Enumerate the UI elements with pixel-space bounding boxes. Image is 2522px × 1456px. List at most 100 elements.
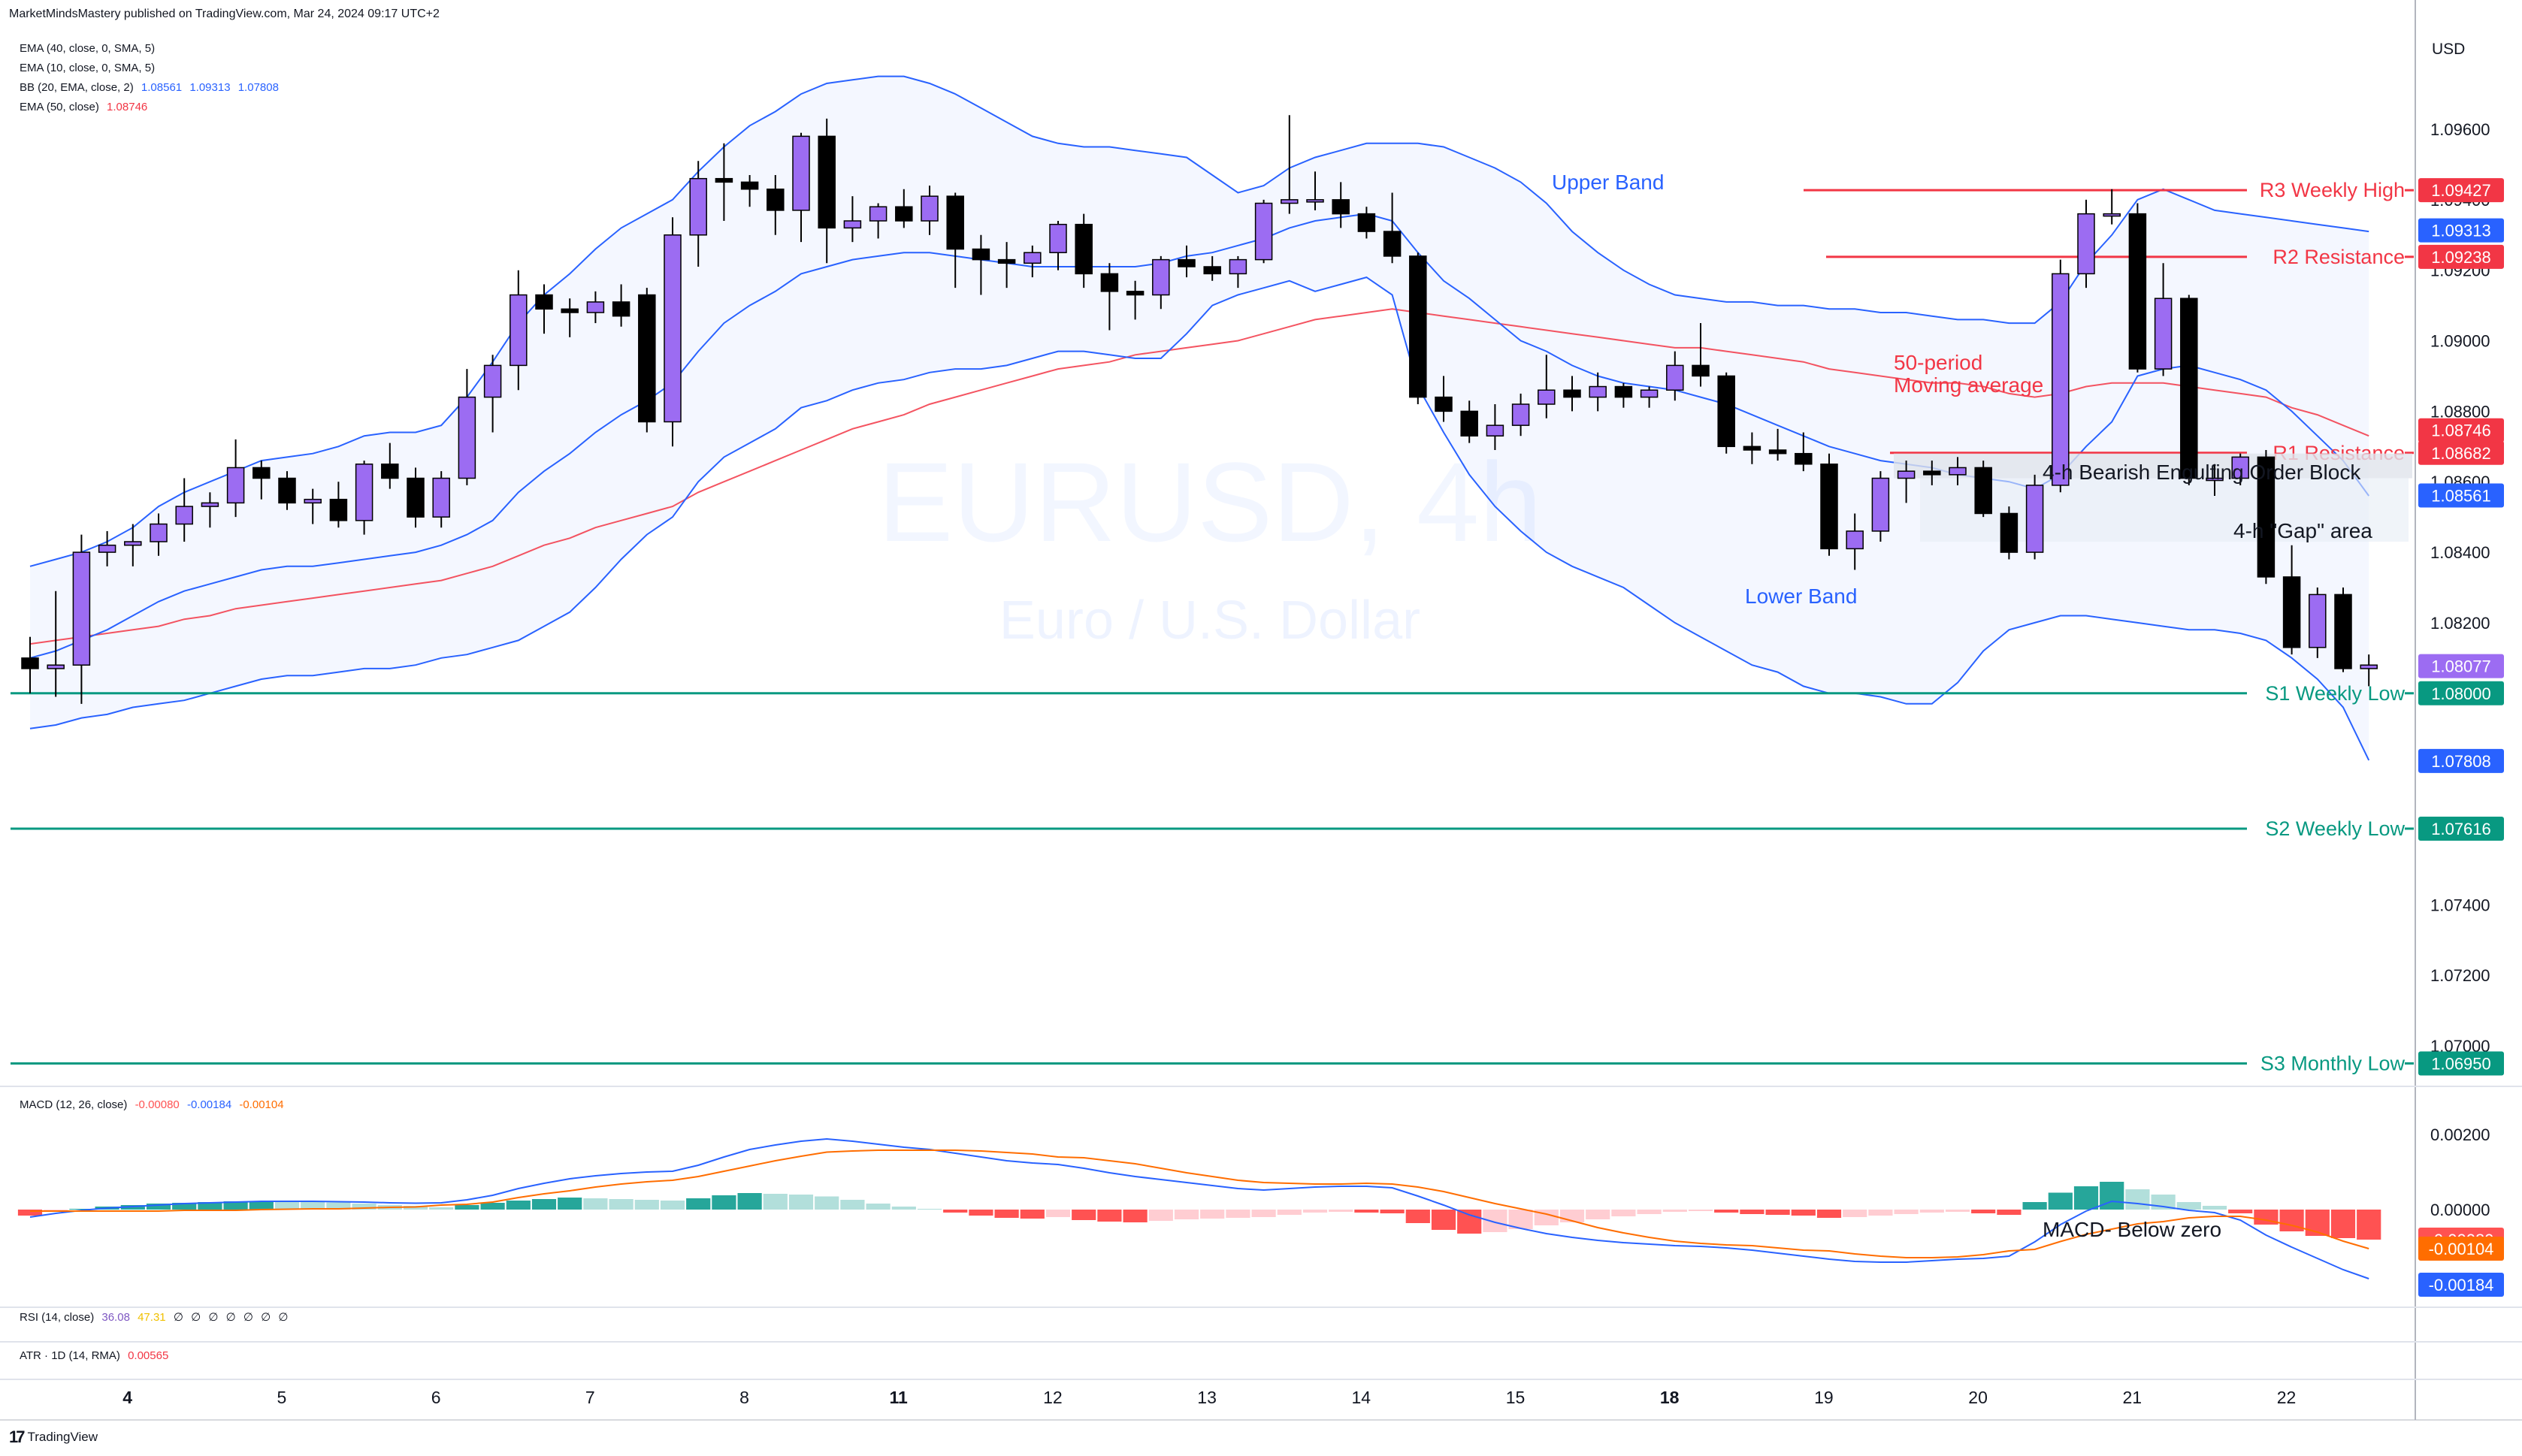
macd-histogram-bar (2022, 1202, 2047, 1210)
legend-macd-hist: -0.00080 (135, 1098, 180, 1111)
candle-body (2309, 594, 2327, 648)
candle (612, 284, 630, 327)
candle (381, 443, 399, 489)
macd-histogram-bar (274, 1201, 300, 1210)
candle (510, 270, 528, 391)
macd-histogram-bar (1765, 1210, 1790, 1215)
macd-histogram-bar (17, 1210, 43, 1216)
candle (561, 298, 579, 337)
candle-body (1075, 223, 1093, 275)
candle-body (329, 498, 348, 521)
legend-ema40[interactable]: EMA (40, close, 0, SMA, 5) (20, 42, 155, 55)
candle (1511, 393, 1530, 436)
macd-histogram-bar (969, 1210, 993, 1216)
candle-body (1254, 202, 1273, 261)
legend-rsi[interactable]: RSI (14, close) 36.08 47.31 ∅ ∅ ∅ ∅ ∅ ∅ … (20, 1310, 288, 1324)
macd-histogram-bar (1251, 1210, 1276, 1217)
candle (1024, 245, 1042, 278)
macd-histogram-bar (455, 1205, 479, 1210)
ema50-path (29, 308, 2369, 645)
legend-bb[interactable]: BB (20, EMA, close, 2) 1.08561 1.09313 1… (20, 81, 279, 94)
macd-histogram-bar (352, 1204, 376, 1210)
macd-histogram-bar (1431, 1210, 1456, 1230)
macd-histogram-bar (943, 1210, 968, 1213)
legend-ema50-value: 1.08746 (107, 101, 148, 113)
tradingview-logo[interactable]: 17 TradingView (9, 1427, 98, 1447)
candle-body (586, 301, 605, 313)
candle (921, 186, 939, 235)
candle-body (1871, 477, 1890, 532)
macd-histogram-bar (2125, 1189, 2150, 1210)
macd-histogram-bar (2048, 1192, 2073, 1210)
candle (1152, 255, 1170, 310)
annotation-ma-line2: Moving average (1894, 373, 2043, 397)
macd-histogram-bar (1457, 1210, 1482, 1234)
candle (201, 492, 219, 528)
candle-body (1666, 364, 1684, 391)
macd-signal-path (30, 1149, 2369, 1258)
level-badge-3-text: 1.08000 (2431, 684, 2491, 703)
macd-histogram-bar (1097, 1210, 1122, 1222)
macd-histogram-bar (1200, 1210, 1225, 1219)
price-badge-1-bg (2418, 418, 2504, 443)
candle (1768, 428, 1787, 461)
macd-histogram-bar (326, 1202, 351, 1210)
candle (946, 192, 964, 288)
legend-macd[interactable]: MACD (12, 26, close) -0.00080 -0.00184 -… (20, 1098, 284, 1111)
legend-atr[interactable]: ATR · 1D (14, RMA) 0.00565 (20, 1349, 168, 1362)
macd-histogram-bar (1020, 1210, 1045, 1219)
macd-badge-1-text: -0.00104 (2429, 1240, 2494, 1258)
candle-body (1460, 410, 1478, 436)
candle (2206, 464, 2224, 496)
candle (1974, 461, 1992, 518)
candle (150, 513, 168, 556)
annotation-gap-area: 4-h "Gap" area (2233, 519, 2372, 542)
candle-body (946, 195, 964, 250)
candle-body (432, 477, 450, 518)
macd-histogram-bar (2330, 1210, 2356, 1238)
candle-body (72, 551, 91, 666)
legend-ema50-label: EMA (50, close) (20, 101, 99, 113)
candle-body (1614, 385, 1633, 398)
annotation-macd-note: MACD- Below zero (2043, 1218, 2221, 1241)
legend-ema50[interactable]: EMA (50, close) 1.08746 (20, 101, 147, 113)
candle-body (2154, 298, 2173, 370)
candle (21, 636, 39, 693)
candle-body (664, 234, 682, 423)
level-label-3: S1 Weekly Low (2265, 682, 2405, 705)
annotation-upper-band: Upper Band (1552, 171, 1664, 194)
candle (1203, 255, 1221, 281)
currency-label: USD (2432, 41, 2465, 58)
candle-body (2257, 456, 2276, 578)
candle-body (1332, 199, 1350, 215)
annotation-lower-band: Lower Band (1745, 585, 1857, 608)
time-tick-label: 4 (122, 1388, 132, 1407)
legend-bb-label: BB (20, EMA, close, 2) (20, 81, 134, 94)
candle (432, 471, 450, 528)
macd-histogram-bar (1123, 1210, 1148, 1222)
legend-rsi-empty-3: ∅ (208, 1311, 219, 1324)
legend-ema10[interactable]: EMA (10, close, 0, SMA, 5) (20, 62, 155, 74)
macd-histogram-bar (866, 1204, 891, 1210)
candle (2154, 263, 2173, 376)
macd-histogram-bar (917, 1209, 942, 1210)
macd-histogram-bar (301, 1202, 325, 1210)
candle (355, 461, 373, 535)
candle-body (1820, 464, 1838, 550)
macd-histogram-bar (558, 1198, 582, 1210)
candle (1666, 351, 1684, 401)
candle-body (740, 181, 759, 190)
candle-body (1357, 213, 1376, 232)
level-badge-4-text: 1.07616 (2431, 820, 2491, 838)
candle-body (407, 477, 425, 518)
candle (895, 189, 913, 228)
time-tick-label: 12 (1043, 1388, 1063, 1407)
candle-body (1743, 446, 1761, 451)
tradingview-logo-icon: 17 (9, 1427, 26, 1446)
candle-body (304, 498, 322, 504)
level-label-1: R2 Resistance (2273, 246, 2405, 268)
candle (1332, 182, 1350, 228)
candle (98, 530, 116, 566)
macd-histogram-bar (1226, 1210, 1250, 1218)
